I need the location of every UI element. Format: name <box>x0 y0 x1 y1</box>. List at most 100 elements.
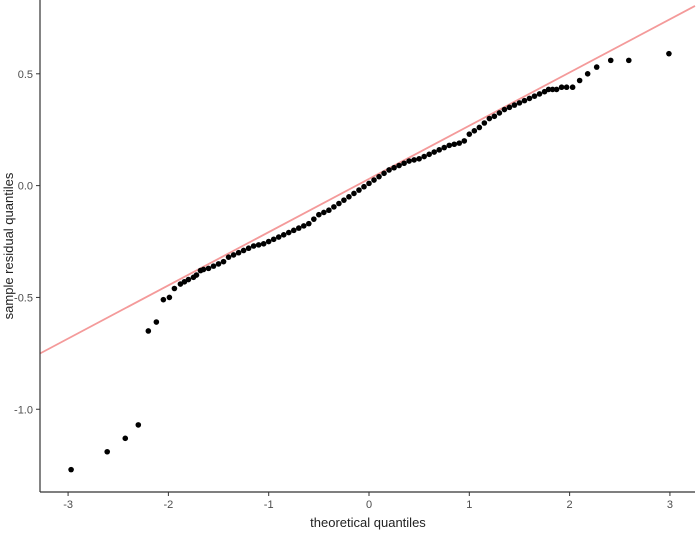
data-point <box>406 158 412 164</box>
y-tick-label: -1.0 <box>14 404 33 416</box>
data-point <box>511 102 518 108</box>
data-point <box>356 187 362 193</box>
data-point <box>230 252 237 258</box>
y-tick-label: 0.5 <box>18 69 33 81</box>
data-point <box>506 104 513 111</box>
data-point <box>200 266 207 273</box>
data-point <box>396 162 402 169</box>
data-point <box>245 245 252 252</box>
x-tick-label: -1 <box>264 499 274 511</box>
data-point <box>306 220 312 227</box>
y-tick-label: -0.5 <box>14 292 33 304</box>
y-tick-label: 0.0 <box>18 181 33 193</box>
data-point <box>476 124 483 131</box>
data-point <box>316 211 322 218</box>
data-point <box>386 167 392 173</box>
data-point <box>666 50 672 57</box>
data-point <box>576 77 583 84</box>
data-point <box>491 113 498 120</box>
x-tick-label: -3 <box>63 499 73 511</box>
data-point <box>456 140 463 146</box>
data-point <box>290 227 297 234</box>
data-point <box>481 120 488 126</box>
data-point <box>171 285 178 292</box>
data-point <box>451 141 458 148</box>
data-point <box>341 197 347 203</box>
data-point <box>104 448 111 455</box>
data-point <box>220 258 227 265</box>
data-point <box>466 131 473 137</box>
data-point <box>416 155 422 162</box>
data-point <box>68 466 74 473</box>
x-tick-label: -2 <box>164 499 174 511</box>
data-point <box>235 249 242 256</box>
data-point <box>371 177 377 183</box>
x-tick-label: 0 <box>366 499 372 511</box>
data-point <box>366 180 372 187</box>
data-point <box>205 265 212 272</box>
data-point <box>496 110 503 116</box>
data-point <box>607 57 614 64</box>
data-point <box>275 234 282 240</box>
data-point <box>411 157 417 163</box>
data-point <box>250 243 257 249</box>
data-point <box>280 232 287 238</box>
data-point <box>486 115 493 122</box>
x-tick-label: 2 <box>567 499 573 511</box>
data-point <box>145 328 152 334</box>
data-point <box>255 242 262 248</box>
data-point <box>436 147 443 153</box>
data-point <box>545 86 552 93</box>
data-point <box>521 97 528 104</box>
x-tick-label: 3 <box>667 499 673 511</box>
data-point <box>426 151 432 158</box>
data-point <box>185 276 192 283</box>
data-point <box>301 223 307 229</box>
y-axis-label: sample residual quantiles <box>1 172 16 319</box>
data-point <box>321 209 327 216</box>
data-point <box>331 204 337 210</box>
data-point <box>193 272 200 278</box>
data-point <box>265 238 272 245</box>
data-point <box>563 84 570 91</box>
reference-line <box>39 5 696 355</box>
data-point <box>516 100 523 106</box>
data-point <box>215 261 222 267</box>
data-point <box>160 296 167 303</box>
data-point <box>135 422 142 428</box>
data-point <box>153 319 160 325</box>
data-point <box>295 225 302 231</box>
data-point <box>285 229 292 236</box>
data-point <box>326 207 332 214</box>
data-point <box>260 240 267 247</box>
data-point <box>431 149 438 155</box>
data-point <box>311 216 317 222</box>
data-point <box>336 200 342 207</box>
data-point <box>122 435 129 442</box>
data-point <box>401 160 407 167</box>
data-point <box>166 294 173 301</box>
data-point <box>593 64 600 70</box>
data-point <box>536 91 543 97</box>
data-point <box>558 84 565 91</box>
data-point <box>441 144 448 151</box>
data-point <box>531 93 538 99</box>
data-point <box>625 57 632 64</box>
data-point <box>240 247 247 254</box>
data-point <box>549 86 556 93</box>
data-point <box>351 190 357 197</box>
data-point <box>421 153 427 160</box>
data-point <box>381 170 387 177</box>
data-point <box>471 128 478 134</box>
data-point <box>569 84 576 91</box>
data-point <box>553 86 560 93</box>
data-point <box>210 263 217 269</box>
data-point <box>461 138 468 144</box>
data-point <box>446 142 453 149</box>
data-point <box>584 71 591 77</box>
data-point <box>346 194 352 200</box>
data-point <box>270 236 277 243</box>
x-axis-label: theoretical quantiles <box>310 515 426 530</box>
x-tick-label: 1 <box>466 499 472 511</box>
